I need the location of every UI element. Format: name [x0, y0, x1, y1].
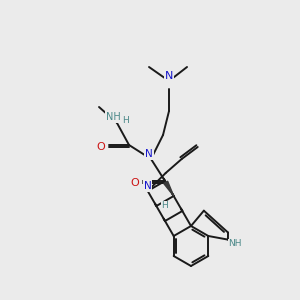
Text: H: H — [161, 202, 168, 211]
Text: H: H — [122, 116, 128, 125]
Polygon shape — [164, 181, 174, 196]
Text: N: N — [145, 149, 153, 159]
Text: O: O — [97, 142, 105, 152]
Text: N: N — [165, 71, 173, 81]
Text: N: N — [144, 181, 152, 191]
Text: NH: NH — [228, 239, 242, 248]
Text: NH: NH — [106, 112, 120, 122]
Text: O: O — [130, 178, 140, 188]
